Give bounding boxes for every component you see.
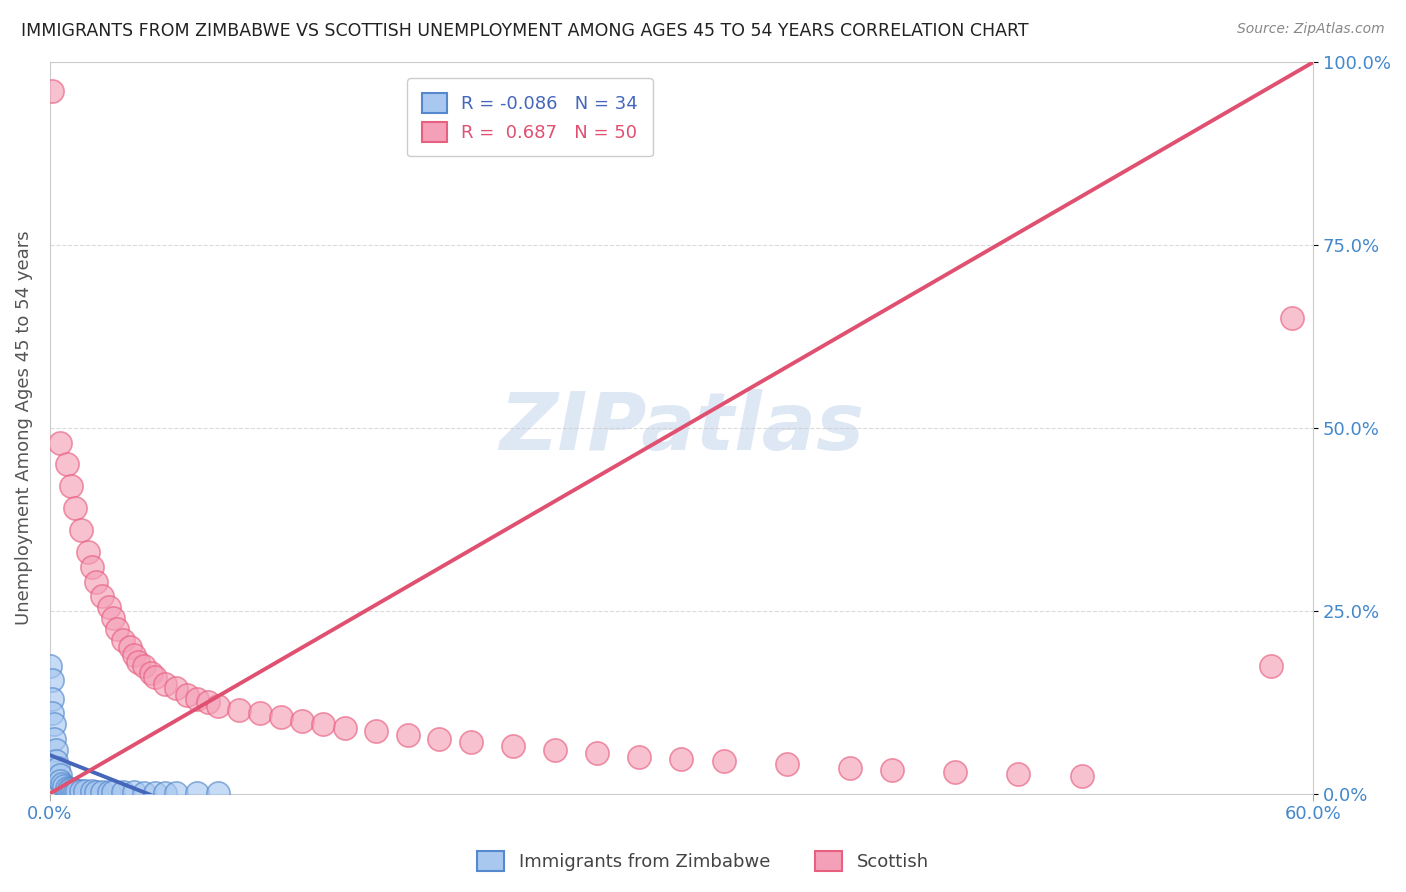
Point xyxy=(1260,658,1282,673)
Point xyxy=(42,731,65,746)
Point xyxy=(1007,767,1029,781)
Point xyxy=(41,706,63,721)
Point xyxy=(49,435,72,450)
Point xyxy=(63,501,86,516)
Point xyxy=(143,786,166,800)
Point xyxy=(270,710,292,724)
Legend: Immigrants from Zimbabwe, Scottish: Immigrants from Zimbabwe, Scottish xyxy=(470,844,936,879)
Point xyxy=(880,763,903,777)
Point xyxy=(70,524,93,538)
Point xyxy=(80,784,103,798)
Point xyxy=(42,717,65,731)
Point xyxy=(105,622,128,636)
Point xyxy=(70,784,93,798)
Point xyxy=(101,611,124,625)
Point xyxy=(207,786,229,800)
Point xyxy=(186,786,208,800)
Point xyxy=(460,735,482,749)
Point xyxy=(75,784,97,798)
Point xyxy=(544,743,567,757)
Point xyxy=(112,785,135,799)
Point xyxy=(333,721,356,735)
Point xyxy=(97,785,120,799)
Point xyxy=(943,764,966,779)
Point xyxy=(134,658,156,673)
Y-axis label: Unemployment Among Ages 45 to 54 years: Unemployment Among Ages 45 to 54 years xyxy=(15,231,32,625)
Point xyxy=(112,633,135,648)
Point xyxy=(312,717,335,731)
Point xyxy=(45,754,67,768)
Point xyxy=(176,688,198,702)
Point xyxy=(91,589,114,603)
Point xyxy=(155,677,177,691)
Point xyxy=(118,640,141,655)
Point xyxy=(139,665,162,680)
Text: Source: ZipAtlas.com: Source: ZipAtlas.com xyxy=(1237,22,1385,37)
Point xyxy=(502,739,524,753)
Point xyxy=(249,706,271,721)
Point xyxy=(41,84,63,98)
Point xyxy=(41,673,63,688)
Point xyxy=(197,695,219,709)
Point xyxy=(80,560,103,574)
Point xyxy=(291,714,314,728)
Point xyxy=(1070,769,1092,783)
Point xyxy=(396,728,419,742)
Point xyxy=(134,786,156,800)
Point xyxy=(127,655,149,669)
Point xyxy=(53,780,76,794)
Point xyxy=(586,747,609,761)
Point xyxy=(46,761,69,775)
Point xyxy=(1281,311,1303,326)
Point xyxy=(41,691,63,706)
Point xyxy=(59,782,82,797)
Text: IMMIGRANTS FROM ZIMBABWE VS SCOTTISH UNEMPLOYMENT AMONG AGES 45 TO 54 YEARS CORR: IMMIGRANTS FROM ZIMBABWE VS SCOTTISH UNE… xyxy=(21,22,1029,40)
Point xyxy=(122,648,145,662)
Point xyxy=(165,786,187,800)
Point xyxy=(62,783,84,797)
Point xyxy=(207,698,229,713)
Point xyxy=(713,754,735,768)
Point xyxy=(55,458,77,472)
Point xyxy=(84,574,107,589)
Point xyxy=(91,785,114,799)
Point xyxy=(122,785,145,799)
Point xyxy=(66,783,89,797)
Point xyxy=(76,545,98,559)
Point xyxy=(165,681,187,695)
Point xyxy=(364,724,387,739)
Point xyxy=(143,670,166,684)
Point xyxy=(776,757,799,772)
Point xyxy=(97,600,120,615)
Point xyxy=(186,691,208,706)
Point xyxy=(49,768,72,782)
Point xyxy=(45,743,67,757)
Point xyxy=(49,773,72,788)
Point xyxy=(63,783,86,797)
Point xyxy=(155,786,177,800)
Point xyxy=(101,785,124,799)
Legend: R = -0.086   N = 34, R =  0.687   N = 50: R = -0.086 N = 34, R = 0.687 N = 50 xyxy=(408,78,652,156)
Point xyxy=(427,731,450,746)
Point xyxy=(628,750,651,764)
Point xyxy=(51,777,73,791)
Point xyxy=(228,702,250,716)
Point xyxy=(671,751,693,765)
Point xyxy=(84,785,107,799)
Point xyxy=(58,781,80,796)
Point xyxy=(59,479,82,493)
Point xyxy=(38,658,60,673)
Point xyxy=(55,780,77,795)
Point xyxy=(839,761,862,775)
Text: ZIPatlas: ZIPatlas xyxy=(499,389,863,467)
